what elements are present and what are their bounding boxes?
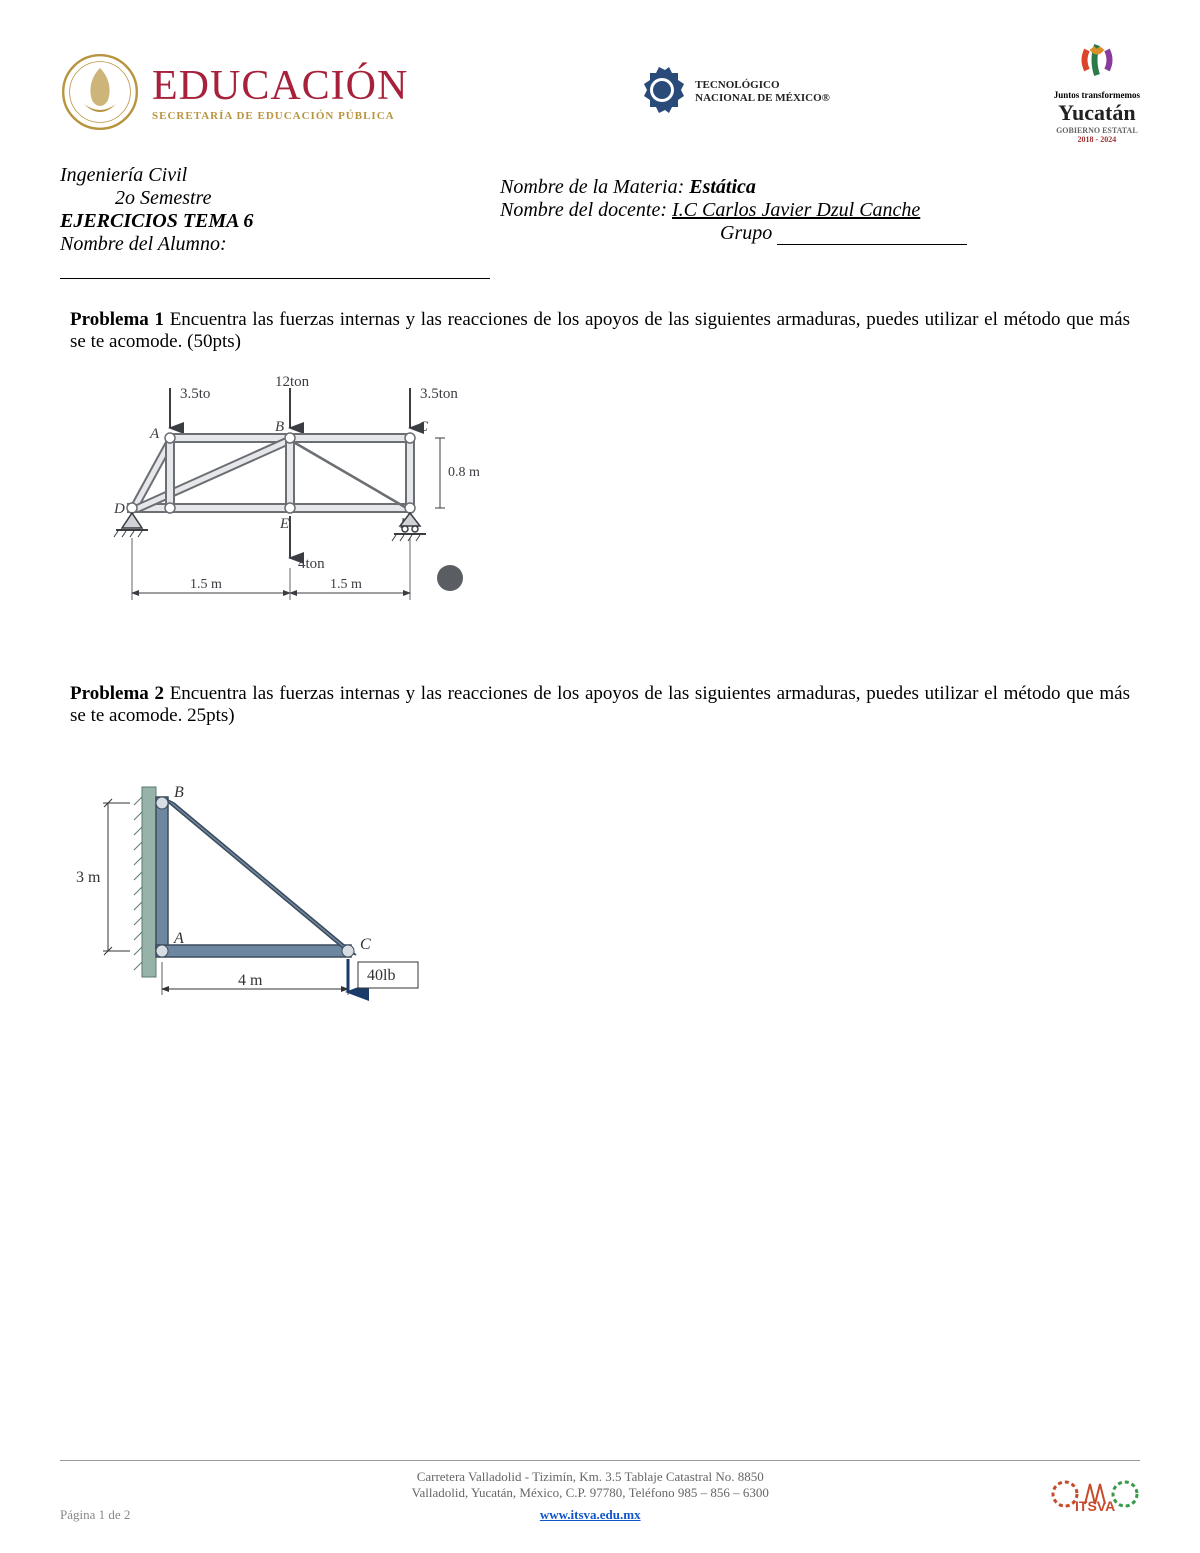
yucatan-sub2: 2018 - 2024 (1054, 135, 1140, 144)
svg-text:E: E (279, 516, 289, 532)
footer: Página 1 de 2 Carretera Valladolid - Tiz… (60, 1460, 1140, 1523)
subject-label: Nombre de la Materia: (500, 176, 684, 198)
load-c2-label: 40lb (367, 967, 395, 984)
yucatan-block: Juntos transformemos Yucatán GOBIERNO ES… (1054, 40, 1140, 144)
dim-span-left: 1.5 m (190, 577, 222, 592)
svg-text:A: A (173, 930, 184, 947)
page-number: Página 1 de 2 (60, 1507, 130, 1523)
footer-addr1: Carretera Valladolid - Tizimín, Km. 3.5 … (130, 1469, 1050, 1485)
load-b-label: 12ton (275, 374, 310, 390)
yucatan-main: Yucatán (1054, 100, 1140, 126)
yucatan-icon (1067, 40, 1127, 85)
svg-text:C: C (418, 419, 429, 435)
yucatan-top: Juntos transformemos (1054, 90, 1140, 100)
teacher-label: Nombre del docente: (500, 199, 667, 221)
dim-height: 0.8 m (448, 465, 480, 480)
info-block: Ingeniería Civil 2o Semestre EJERCICIOS … (60, 164, 1140, 279)
load-a-label: 3.5to (180, 386, 210, 402)
header: EDUCACIÓN SECRETARÍA DE EDUCACIÓN PÚBLIC… (60, 40, 1140, 144)
problem-2-text: Encuentra las fuerzas internas y las rea… (70, 683, 1130, 726)
dark-dot-icon (437, 565, 463, 591)
group-label: Grupo (720, 222, 772, 244)
semester: 2o Semestre (60, 187, 490, 210)
educacion-subtitle: SECRETARÍA DE EDUCACIÓN PÚBLICA (152, 110, 408, 122)
subject-value: Estática (689, 176, 756, 198)
educacion-block: EDUCACIÓN SECRETARÍA DE EDUCACIÓN PÚBLIC… (60, 52, 408, 132)
problem-2-title: Problema 2 (70, 683, 164, 704)
footer-url[interactable]: www.itsva.edu.mx (540, 1507, 641, 1522)
teacher-row: Nombre del docente: I.C Carlos Javier Dz… (500, 199, 1140, 222)
problem-1-title: Problema 1 (70, 309, 164, 330)
problem-1-diagram: 3.5to 12ton 3.5ton (60, 368, 1140, 633)
dim-span-right: 1.5 m (330, 577, 362, 592)
tnm-gear-icon (632, 62, 687, 122)
problem-2: Problema 2 Encuentra las fuerzas interna… (60, 683, 1140, 727)
svg-text:B: B (275, 419, 284, 435)
yucatan-sub1: GOBIERNO ESTATAL (1054, 126, 1140, 135)
group-field[interactable] (777, 222, 967, 245)
tnm-block: TECNOLÓGICO NACIONAL DE MÉXICO® (632, 62, 830, 122)
svg-text:D: D (113, 501, 125, 517)
exercise-title: EJERCICIOS TEMA 6 (60, 210, 490, 233)
teacher-value: I.C Carlos Javier Dzul Canche (672, 199, 920, 221)
itsva-logo: ITSVA (1050, 1469, 1140, 1523)
svg-text:C: C (360, 936, 371, 953)
load-e-label: 4ton (298, 556, 325, 572)
program: Ingeniería Civil (60, 164, 490, 187)
student-field[interactable] (60, 256, 490, 279)
student-label: Nombre del Alumno: (60, 233, 227, 255)
subject-row: Nombre de la Materia: Estática (500, 176, 1140, 199)
problem-2-diagram: B A C 3 m 4 m 40lb (60, 767, 1140, 1032)
problem-1: Problema 1 Encuentra las fuerzas interna… (60, 309, 1140, 353)
svg-text:B: B (174, 784, 184, 801)
footer-addr2: Valladolid, Yucatán, México, C.P. 97780,… (130, 1485, 1050, 1501)
svg-text:ITSVA: ITSVA (1075, 1498, 1115, 1514)
svg-text:A: A (149, 426, 160, 442)
tnm-text: TECNOLÓGICO NACIONAL DE MÉXICO® (695, 79, 830, 105)
tnm-line2: NACIONAL DE MÉXICO® (695, 92, 830, 105)
load-c-label: 3.5ton (420, 386, 458, 402)
educacion-title: EDUCACIÓN (152, 62, 408, 110)
student-row: Nombre del Alumno: (60, 233, 490, 279)
mexico-seal-icon (60, 52, 140, 132)
dim-base-2: 4 m (238, 972, 263, 989)
page: EDUCACIÓN SECRETARÍA DE EDUCACIÓN PÚBLIC… (0, 0, 1200, 1553)
tnm-line1: TECNOLÓGICO (695, 79, 830, 92)
problem-1-text: Encuentra las fuerzas internas y las rea… (70, 309, 1130, 352)
group-row: Grupo (500, 222, 1140, 245)
dim-height-2: 3 m (76, 869, 101, 886)
